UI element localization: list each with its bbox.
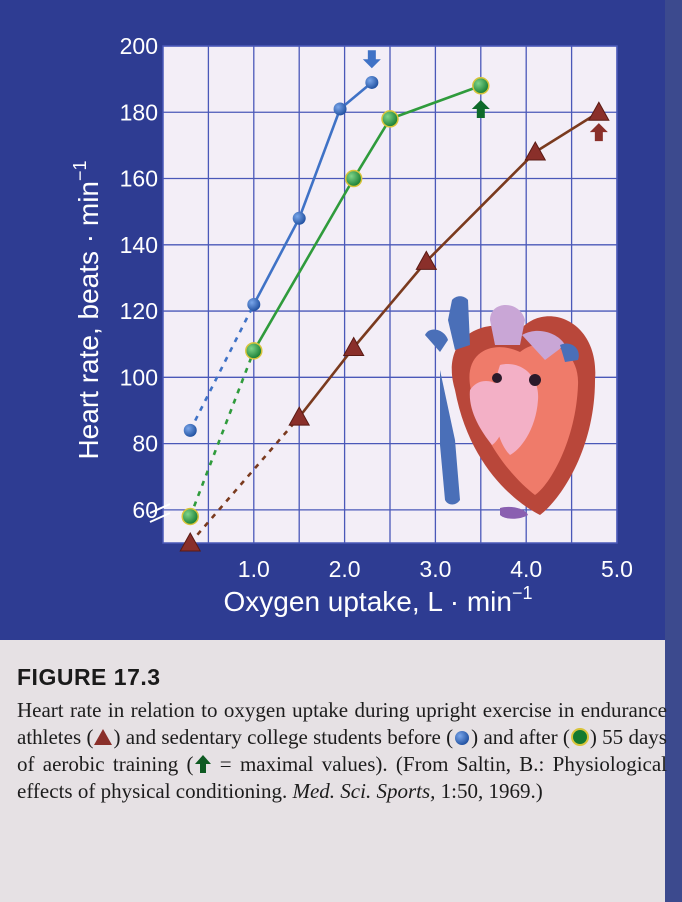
data-point: [381, 110, 399, 128]
series-after: [181, 77, 490, 526]
triangle-icon: [94, 729, 113, 745]
caption-part: ) 55 days of aerobic training (: [17, 725, 667, 776]
max-value-arrow: [362, 50, 381, 69]
max-value-arrow: [471, 99, 490, 118]
data-point: [333, 102, 347, 116]
x-tick-label: 4.0: [510, 556, 542, 582]
page-edge: [665, 0, 682, 902]
caption-text: Heart rate in relation to oxygen uptake …: [17, 697, 667, 805]
series-line-segment: [389, 84, 482, 121]
caption-part: 1:50, 1969.): [435, 779, 543, 803]
series-line-segment: [352, 118, 392, 180]
y-tick-label: 80: [132, 431, 158, 457]
max-value-arrow: [589, 123, 608, 142]
data-point: [472, 77, 490, 95]
up-arrow-icon: [194, 755, 211, 773]
y-tick-label: 120: [120, 298, 158, 324]
y-tick-label: 140: [120, 232, 158, 258]
data-point: [344, 169, 363, 188]
heart-rate-chart: 60 80 100 120 140 160 180 200 1.0 2.0 3.0 4.0 5.0 He…: [70, 33, 633, 617]
data-point: [342, 336, 365, 357]
y-tick-label: 60: [132, 497, 158, 523]
data-point: [179, 531, 202, 552]
series-line-segment: [252, 177, 355, 352]
data-point: [587, 101, 610, 121]
series-line-segment: [298, 346, 355, 418]
series-line-segment: [339, 81, 373, 110]
heart-illustration: [425, 296, 596, 519]
series-athletes: [179, 101, 610, 552]
green-circle-icon: [570, 728, 589, 746]
x-axis-label: Oxygen uptake, L · min−1: [224, 583, 533, 617]
data-point: [181, 507, 199, 526]
data-point: [415, 250, 438, 270]
data-point: [524, 140, 547, 161]
caption-part: = maximal values). (From Saltin, B.: Phy…: [17, 752, 668, 803]
data-point: [292, 211, 306, 225]
y-tick-label: 180: [120, 99, 158, 125]
axis-break-mark: [149, 503, 171, 523]
y-axis-label: Heart rate, beats · min−1: [70, 160, 104, 459]
series-before: [183, 50, 381, 437]
y-tick-label: 160: [120, 166, 158, 192]
figure-caption: FIGURE 17.3 Heart rate in relation to ox…: [17, 664, 667, 805]
plot-border: [162, 45, 618, 544]
y-tick-label: 200: [120, 33, 158, 59]
data-point: [183, 423, 197, 437]
blue-circle-icon: [455, 731, 470, 745]
x-tick-label: 5.0: [601, 556, 633, 582]
data-point: [288, 406, 311, 426]
caption-part: Heart rate in relation to oxygen uptake …: [17, 698, 667, 749]
series-line-segment: [189, 350, 256, 517]
series-line-segment: [534, 111, 600, 154]
x-tick-label: 1.0: [238, 556, 270, 582]
series-line-segment: [189, 303, 255, 431]
data-point: [245, 342, 263, 360]
series-line-segment: [252, 217, 301, 306]
series-line-segment: [297, 108, 342, 219]
caption-part: ) and after (: [471, 725, 570, 749]
journal-name: Med. Sci. Sports,: [292, 779, 436, 803]
series-line-segment: [425, 151, 537, 263]
y-tick-label: 100: [120, 364, 158, 390]
x-tick-label: 2.0: [329, 556, 361, 582]
figure-label: FIGURE 17.3: [17, 664, 161, 690]
caption-part: ) and sedentary college students before …: [113, 725, 454, 749]
x-tick-label: 3.0: [419, 556, 451, 582]
data-point: [365, 75, 379, 89]
data-point: [247, 297, 261, 311]
series-line-segment: [352, 260, 428, 349]
